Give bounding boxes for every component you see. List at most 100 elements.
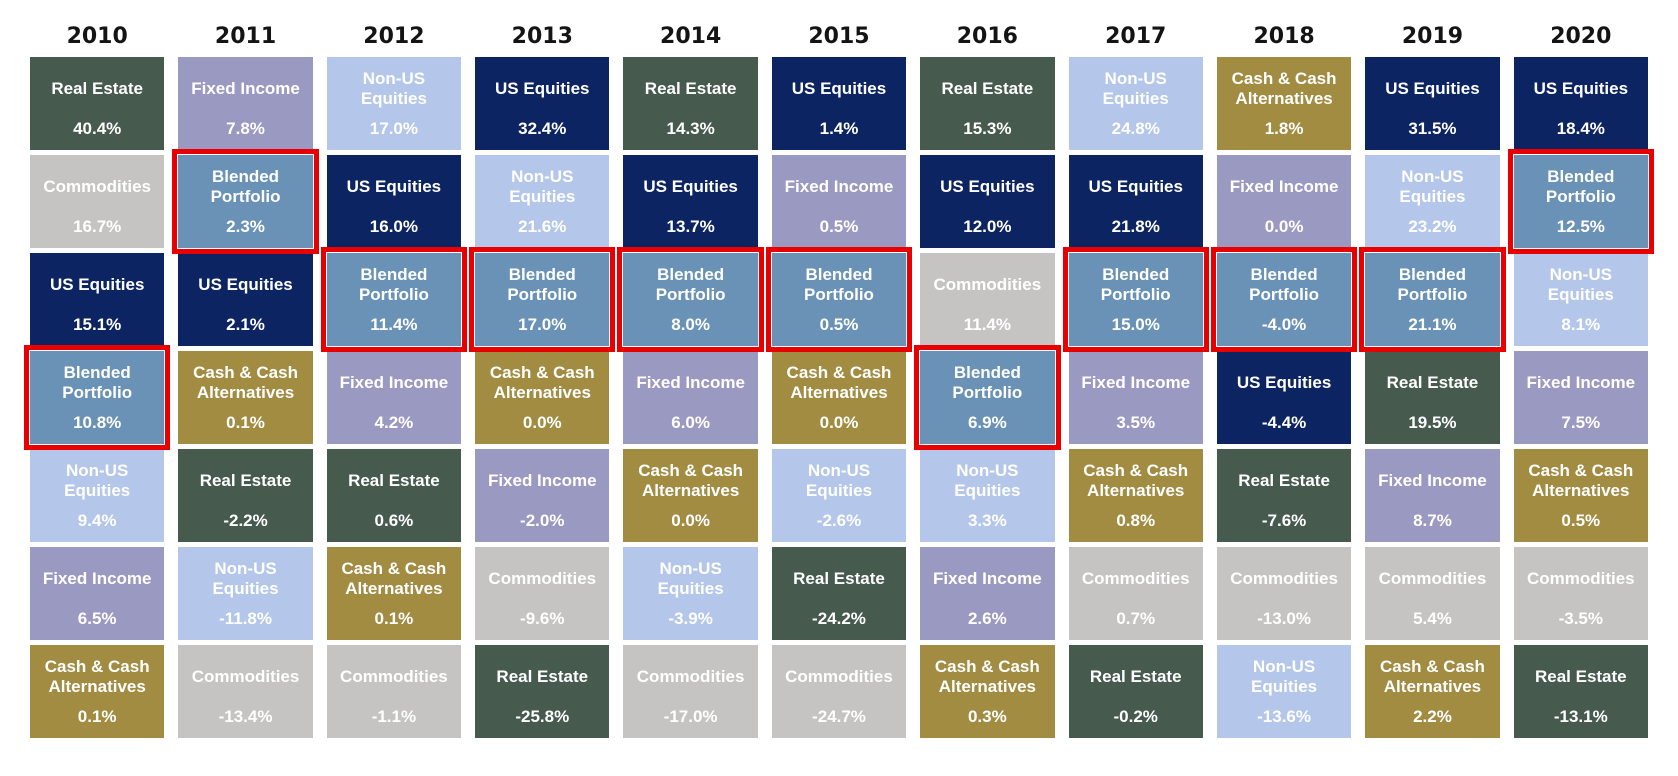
asset-name: Commodities xyxy=(785,667,893,687)
asset-name: Commodities xyxy=(1081,569,1190,589)
asset-return-value: -13.0% xyxy=(1257,608,1312,628)
asset-return-value: -9.6% xyxy=(520,608,565,628)
asset-name: Real Estate xyxy=(51,79,144,99)
asset-cell-non_us_equities: Non-US Equities -3.9% xyxy=(623,547,758,640)
asset-cell-us_equities: US Equities 16.0% xyxy=(326,155,462,248)
asset-returns-quilt-chart: 2010 2011 2012 2013 2014 2015 2016 2017 2018 2019… xyxy=(23,24,1655,738)
asset-name: Fixed Income xyxy=(487,471,597,491)
asset-return-value: 6.0% xyxy=(671,412,710,432)
asset-return-value: 0.1% xyxy=(374,608,414,628)
asset-cell-non_us_equities: Non-US Equities 24.8% xyxy=(1068,57,1203,150)
asset-cell-us_equities: US Equities 1.4% xyxy=(771,57,907,150)
asset-return-value: 8.1% xyxy=(1561,314,1601,334)
asset-name: Real Estate xyxy=(199,471,292,491)
asset-return-value: -2.6% xyxy=(816,510,862,530)
asset-return-value: -13.6% xyxy=(1257,706,1312,726)
asset-cell-cash: Cash & Cash Alternatives 0.1% xyxy=(178,351,313,444)
asset-return-value: -24.7% xyxy=(812,706,866,726)
asset-cell-commodities: Commodities 5.4% xyxy=(1365,547,1500,640)
asset-return-value: 11.4% xyxy=(370,314,418,334)
asset-return-value: 21.1% xyxy=(1408,314,1457,334)
asset-name: Fixed Income xyxy=(1526,373,1636,393)
asset-return-value: 0.5% xyxy=(819,314,859,334)
asset-return-value: 0.0% xyxy=(522,412,562,432)
asset-return-value: 0.0% xyxy=(819,412,859,432)
asset-cell-non_us_equities: Non-US Equities 23.2% xyxy=(1365,155,1500,248)
asset-return-value: 2.2% xyxy=(1413,706,1452,726)
asset-cell-non_us_equities: Non-US Equities -2.6% xyxy=(771,449,907,542)
asset-cell-fixed_income: Fixed Income 2.6% xyxy=(920,547,1055,640)
asset-name: Blended Portfolio xyxy=(507,265,578,305)
asset-name: US Equities xyxy=(1088,177,1183,197)
asset-name: Non-US Equities xyxy=(360,69,427,109)
asset-return-value: -3.5% xyxy=(1558,608,1604,628)
asset-name: Real Estate xyxy=(1534,667,1627,687)
asset-name: Cash & Cash Alternatives xyxy=(934,657,1040,697)
asset-cell-us_equities: US Equities 21.8% xyxy=(1068,155,1203,248)
asset-return-value: -4.0% xyxy=(1261,314,1307,334)
asset-return-value: 3.3% xyxy=(967,510,1007,530)
asset-name: Blended Portfolio xyxy=(62,363,133,403)
asset-cell-blended: Blended Portfolio 0.5% xyxy=(765,247,913,352)
asset-return-value: 7.5% xyxy=(1561,412,1601,432)
asset-cell-commodities: Commodities 11.4% xyxy=(920,253,1055,346)
asset-name: US Equities xyxy=(49,275,145,295)
asset-cell-cash: Cash & Cash Alternatives 0.0% xyxy=(475,351,610,444)
asset-return-value: 0.0% xyxy=(671,510,710,530)
asset-cell-non_us_equities: Non-US Equities 9.4% xyxy=(30,449,165,542)
asset-return-value: 32.4% xyxy=(518,118,567,138)
asset-name: Fixed Income xyxy=(191,79,300,99)
asset-return-value: 2.1% xyxy=(226,314,265,334)
asset-name: Cash & Cash Alternatives xyxy=(638,461,744,501)
asset-name: Fixed Income xyxy=(1229,177,1339,197)
asset-cell-blended: Blended Portfolio 2.3% xyxy=(172,149,320,254)
asset-cell-cash: Cash & Cash Alternatives 2.2% xyxy=(1365,645,1500,738)
asset-cell-fixed_income: Fixed Income 4.2% xyxy=(326,351,462,444)
asset-cell-non_us_equities: Non-US Equities 17.0% xyxy=(326,57,462,150)
asset-name: US Equities xyxy=(1385,79,1480,99)
asset-return-value: -24.2% xyxy=(812,608,866,628)
asset-cell-real_estate: Real Estate 0.6% xyxy=(326,449,462,542)
asset-return-value: 0.3% xyxy=(967,706,1007,726)
asset-name: Non-US Equities xyxy=(509,167,576,207)
year-label: 2016 xyxy=(956,24,1018,49)
asset-name: US Equities xyxy=(346,177,442,197)
asset-cell-us_equities: US Equities 2.1% xyxy=(178,253,313,346)
asset-name: Commodities xyxy=(488,569,597,589)
asset-name: Real Estate xyxy=(941,79,1034,99)
asset-cell-blended: Blended Portfolio 15.0% xyxy=(1062,247,1210,352)
asset-return-value: 24.8% xyxy=(1111,118,1160,138)
asset-name: Non-US Equities xyxy=(657,559,724,599)
asset-name: Commodities xyxy=(43,177,152,197)
asset-return-value: 4.2% xyxy=(374,412,414,432)
asset-return-value: 12.0% xyxy=(963,216,1012,236)
asset-return-value: 21.6% xyxy=(518,216,567,236)
asset-return-value: 2.6% xyxy=(967,608,1007,628)
asset-cell-non_us_equities: Non-US Equities -13.6% xyxy=(1216,645,1352,738)
asset-cell-cash: Cash & Cash Alternatives 1.8% xyxy=(1216,57,1352,150)
year-header-row: 2010 2011 2012 2013 2014 2015 2016 2017 2018 2019… xyxy=(30,24,1648,49)
asset-name: US Equities xyxy=(940,177,1035,197)
asset-name: Fixed Income xyxy=(1378,471,1487,491)
asset-cell-blended: Blended Portfolio -4.0% xyxy=(1210,247,1358,352)
asset-return-value: 10.8% xyxy=(73,412,122,432)
asset-name: Fixed Income xyxy=(933,569,1042,589)
asset-return-value: 0.5% xyxy=(819,216,859,236)
asset-return-value: 3.5% xyxy=(1116,412,1156,432)
asset-cell-blended: Blended Portfolio 21.1% xyxy=(1359,247,1507,352)
asset-return-value: 5.4% xyxy=(1413,608,1452,628)
asset-name: Commodities xyxy=(1230,569,1338,589)
asset-return-value: 9.4% xyxy=(77,510,117,530)
asset-name: Commodities xyxy=(1526,569,1635,589)
asset-cell-us_equities: US Equities 15.1% xyxy=(30,253,165,346)
asset-return-value: 0.1% xyxy=(77,706,117,726)
asset-name: Blended Portfolio xyxy=(358,265,429,305)
asset-name: Cash & Cash Alternatives xyxy=(786,363,892,403)
asset-cell-real_estate: Real Estate 15.3% xyxy=(920,57,1055,150)
asset-name: Cash & Cash Alternatives xyxy=(1231,69,1337,109)
asset-return-value: 31.5% xyxy=(1408,118,1457,138)
year-label: 2013 xyxy=(511,24,573,49)
asset-return-value: 17.0% xyxy=(369,118,418,138)
asset-cell-us_equities: US Equities 31.5% xyxy=(1365,57,1500,150)
asset-name: Non-US Equities xyxy=(1102,69,1169,109)
